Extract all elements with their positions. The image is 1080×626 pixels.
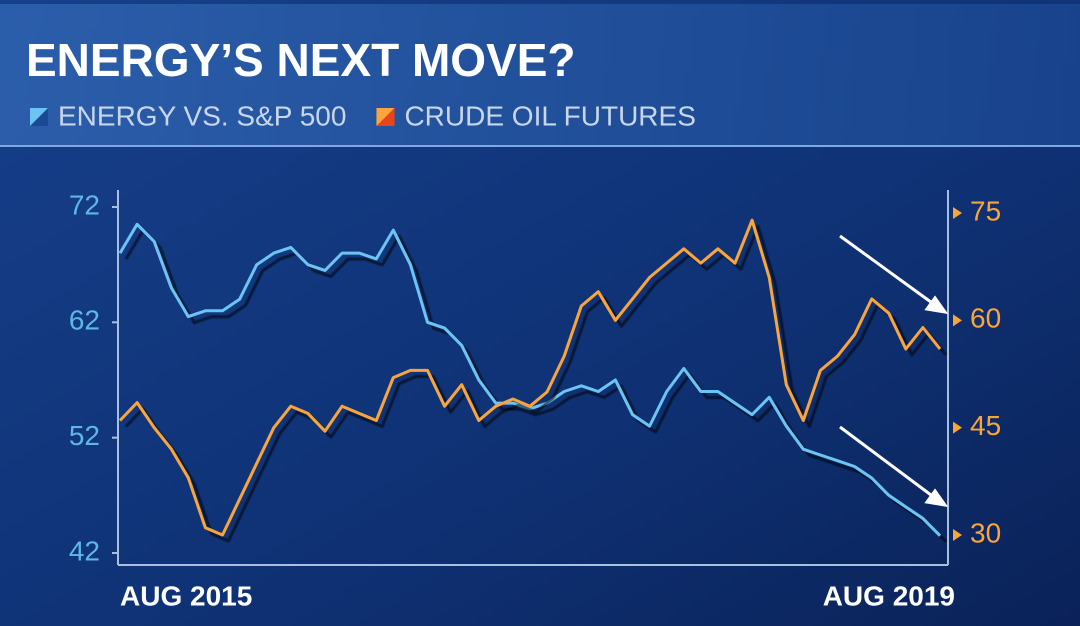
header-band	[0, 4, 1080, 146]
y-tick-label: 72	[69, 189, 100, 220]
legend-label: ENERGY VS. S&P 500	[58, 100, 346, 131]
x-tick-label: AUG 2019	[823, 580, 955, 611]
y2-tick	[953, 207, 962, 219]
y2-tick-label: 45	[970, 410, 1001, 441]
annotation-arrows	[839, 234, 949, 508]
y2-tick	[953, 529, 962, 541]
y-tick-label: 62	[69, 305, 100, 336]
y2-tick-label: 75	[970, 195, 1001, 226]
y2-tick	[953, 314, 962, 327]
series-line	[118, 218, 942, 537]
legend-label: CRUDE OIL FUTURES	[404, 100, 695, 131]
x-tick-label: AUG 2015	[120, 580, 252, 611]
y2-tick-label: 60	[970, 303, 1001, 334]
series-line	[118, 222, 942, 537]
legend-swatch-shade	[376, 108, 395, 126]
y-tick-label: 42	[69, 535, 100, 566]
y2-tick-label: 30	[970, 517, 1001, 548]
legend-swatch-shade	[30, 108, 48, 126]
y2-tick	[953, 421, 962, 434]
chart-title: ENERGY’S NEXT MOVE?	[26, 34, 576, 86]
y-tick-label: 52	[69, 420, 100, 451]
